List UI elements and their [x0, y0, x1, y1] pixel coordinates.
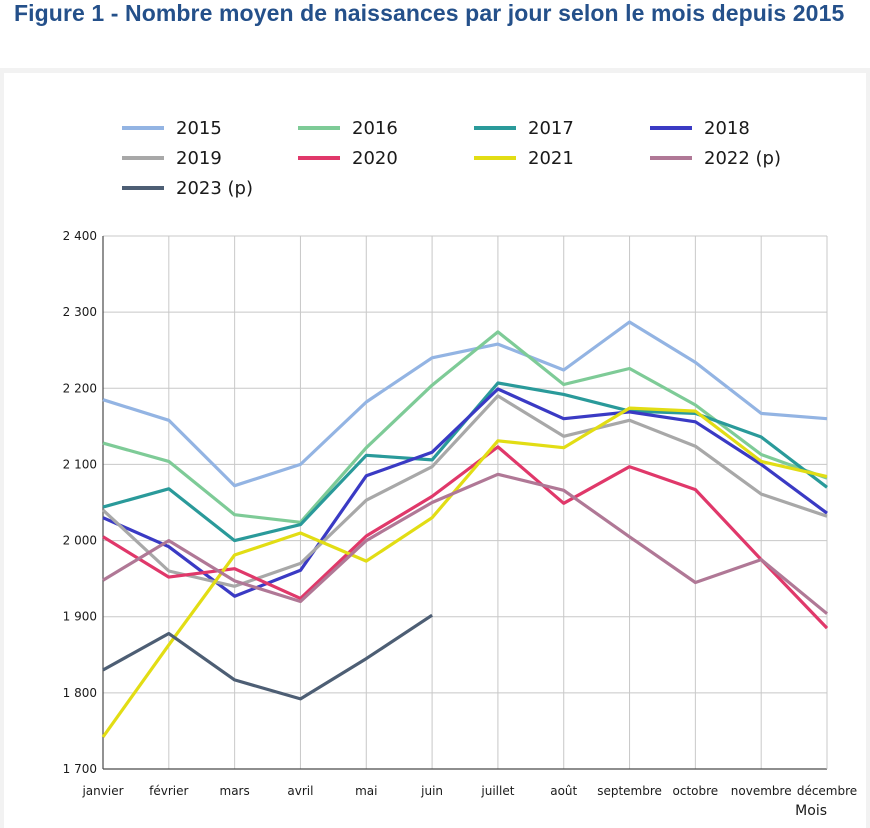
y-tick-label: 1 900	[63, 610, 97, 624]
tick-labels: 1 700 1 800 1 900 2 000 2 100 2 200 2 300 2 400…	[63, 229, 858, 798]
figure-title: Figure 1 - Nombre moyen de naissances pa…	[14, 0, 845, 26]
x-tick-label: février	[149, 784, 188, 798]
x-tick-label: janvier	[81, 784, 123, 798]
legend-item-2022-p: 2022 (p)	[650, 148, 781, 169]
y-tick-label: 2 200	[63, 381, 97, 395]
legend-label: 2017	[528, 118, 574, 139]
legend-item-2016: 2016	[298, 118, 398, 139]
x-tick-label: décembre	[797, 784, 857, 798]
legend-label: 2019	[176, 148, 222, 169]
legend-label: 2018	[704, 118, 750, 139]
x-tick-label: août	[550, 784, 577, 798]
y-tick-label: 1 800	[63, 686, 97, 700]
series-line-2023-p	[102, 613, 433, 701]
legend-item-2015: 2015	[122, 118, 222, 139]
x-tick-label: mars	[220, 784, 250, 798]
y-tick-label: 2 400	[63, 229, 97, 243]
x-tick-label: octobre	[673, 784, 719, 798]
series-line-2015	[102, 320, 828, 488]
legend-label: 2021	[528, 148, 574, 169]
x-tick-label: mai	[355, 784, 377, 798]
series-line-2018	[102, 387, 828, 598]
series-line-2022-p	[102, 472, 829, 615]
series-lines	[101, 320, 829, 738]
legend-label: 2020	[352, 148, 398, 169]
series-line-2021	[101, 406, 828, 738]
legend-item-2020: 2020	[298, 148, 398, 169]
legend-label: 2023 (p)	[176, 178, 253, 199]
x-axis-title: Mois	[795, 803, 827, 819]
legend-label: 2016	[352, 118, 398, 139]
legend-item-2019: 2019	[122, 148, 222, 169]
legend-item-2018: 2018	[650, 118, 750, 139]
series-line-2016	[102, 330, 828, 524]
y-tick-label: 2 000	[63, 534, 97, 548]
y-tick-label: 2 300	[63, 305, 97, 319]
legend: 2015 2016 2017 2018 2019 2020 2021 2022 (p) 2023…	[122, 118, 781, 199]
legend-item-2023-p: 2023 (p)	[122, 178, 253, 199]
x-tick-label: juillet	[480, 784, 514, 798]
x-tick-label: avril	[287, 784, 313, 798]
legend-item-2021: 2021	[474, 148, 574, 169]
series-line-2020	[102, 445, 829, 630]
y-tick-label: 2 100	[63, 457, 97, 471]
grid-lines	[102, 235, 828, 770]
legend-label: 2015	[176, 118, 222, 139]
legend-item-2017: 2017	[474, 118, 574, 139]
axes	[102, 236, 828, 770]
series-line-2019	[101, 394, 828, 588]
x-tick-label: juin	[420, 784, 443, 798]
x-tick-label: septembre	[597, 784, 662, 798]
y-tick-label: 1 700	[63, 762, 97, 776]
x-tick-label: novembre	[731, 784, 792, 798]
legend-label: 2022 (p)	[704, 148, 781, 169]
